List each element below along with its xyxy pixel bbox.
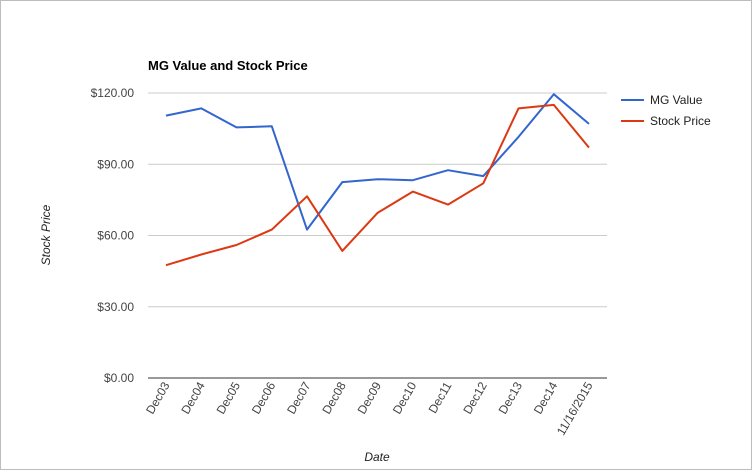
x-tick-label: Dec10 xyxy=(390,379,420,416)
y-tick-label: $0.00 xyxy=(104,371,134,385)
x-axis-ticks: Dec03 Dec04 Dec05 Dec06 Dec07 Dec08 Dec09 Dec10… xyxy=(143,379,596,438)
x-tick-label: Dec03 xyxy=(143,379,173,416)
x-tick-label: Dec06 xyxy=(249,379,279,416)
y-tick-label: $60.00 xyxy=(97,229,134,243)
chart-title: MG Value and Stock Price xyxy=(148,58,308,73)
series-line xyxy=(165,93,590,231)
x-tick-label: Dec08 xyxy=(319,379,349,416)
x-tick-label: Dec04 xyxy=(178,379,208,416)
series-line xyxy=(165,103,590,267)
y-axis-ticks: $0.00 $30.00 $60.00 $90.00 $120.00 xyxy=(91,86,135,385)
x-tick-label: Dec14 xyxy=(531,379,561,416)
y-axis-title: Stock Price xyxy=(39,204,53,265)
x-tick-label: Dec09 xyxy=(355,379,385,416)
x-tick-label: Dec11 xyxy=(426,379,455,416)
x-tick-label: Dec05 xyxy=(214,379,244,416)
y-tick-label: $30.00 xyxy=(97,300,134,314)
legend: MG Value Stock Price xyxy=(621,93,711,128)
y-tick-label: $120.00 xyxy=(91,86,135,100)
legend-label: MG Value xyxy=(650,93,703,107)
x-tick-label: Dec07 xyxy=(284,379,314,416)
gridlines xyxy=(148,92,607,308)
x-tick-label: Dec13 xyxy=(496,379,526,416)
x-tick-label: Dec12 xyxy=(460,379,490,416)
x-axis-title: Date xyxy=(364,450,390,464)
series-lines xyxy=(165,93,590,267)
y-tick-label: $90.00 xyxy=(97,157,134,171)
legend-label: Stock Price xyxy=(650,114,711,128)
x-tick-label: 11/16/2015 xyxy=(554,379,596,438)
